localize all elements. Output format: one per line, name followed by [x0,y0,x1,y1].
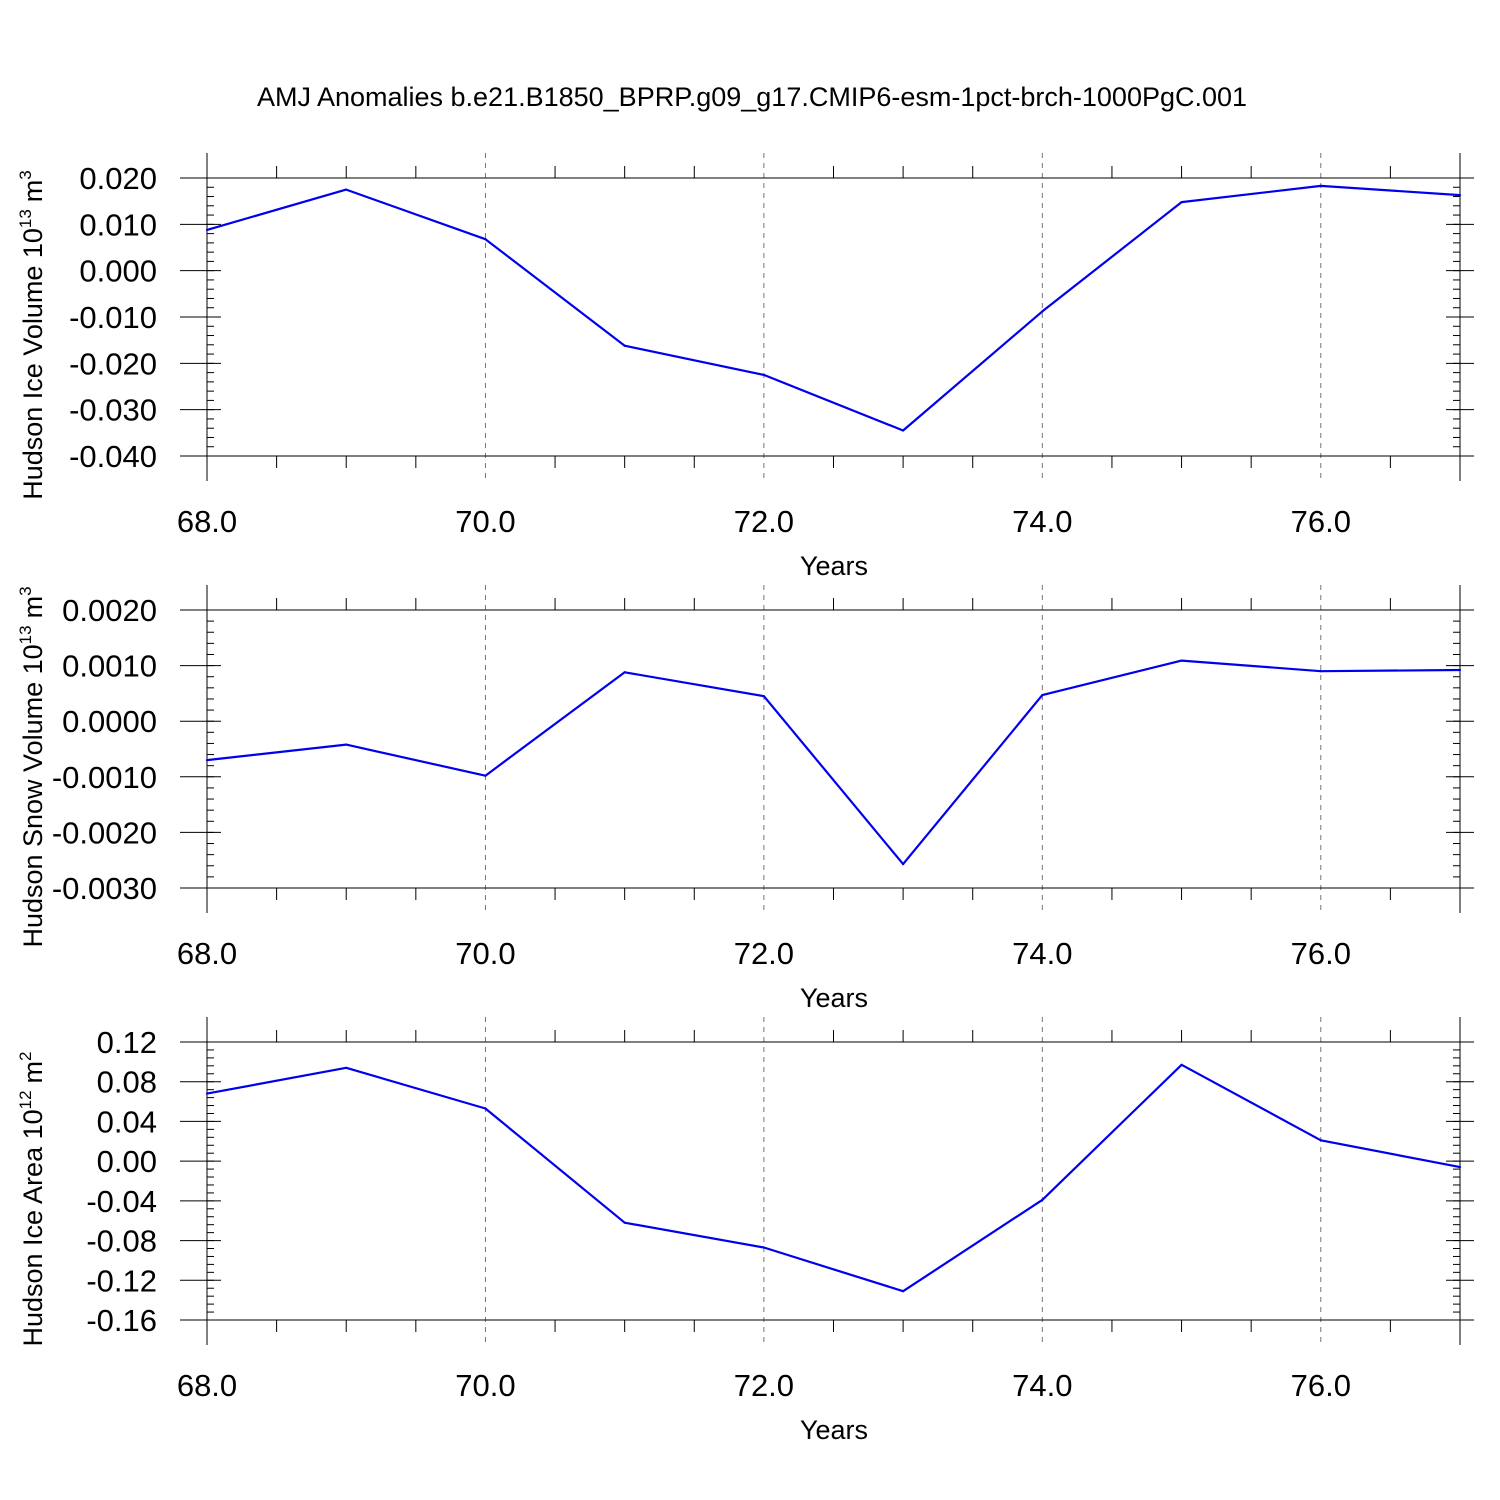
y-tick-label: -0.010 [69,300,157,335]
y-axis-label-unit: m [18,180,48,203]
y-tick-label: -0.0020 [52,815,157,850]
x-tick-label: 74.0 [1012,504,1072,539]
y-axis-label: Hudson Ice Volume 1013 m3 [16,170,48,500]
figure-title: AMJ Anomalies b.e21.B1850_BPRP.g09_g17.C… [257,82,1247,112]
y-axis-label: Hudson Snow Volume 1013 m3 [16,586,48,947]
data-point [1041,310,1044,313]
x-tick-label: 76.0 [1291,936,1351,971]
data-point [623,344,626,347]
chart-panel-2: 0.0020 0.0010 0.0000 -0.0010 -0.0020 -0.0030 6… [16,585,1474,1013]
data-point [762,695,765,698]
data-point [623,1221,626,1224]
x-axis-label: Years [800,983,868,1013]
x-tick-label: 76.0 [1291,504,1351,539]
y-tick-label: 0.12 [97,1025,157,1060]
data-point [902,862,905,866]
y-tick-label: 0.020 [79,161,157,196]
data-point [205,1092,209,1095]
y-axis-label-exponent: 12 [16,1090,35,1109]
data-point [1041,1198,1044,1201]
x-tick-label: 74.0 [1012,936,1072,971]
y-axis-label: Hudson Ice Area 1012 m2 [16,1051,48,1346]
y-tick-label: 0.0010 [62,649,157,684]
y-axis-label-unit-exponent: 2 [16,1051,35,1060]
x-tick-label: 76.0 [1291,1368,1351,1403]
data-point [1458,1166,1462,1169]
data-point [1319,670,1322,673]
data-point [205,759,209,762]
panels: 0.020 0.010 0.000 -0.010 -0.020 -0.030 -0.040 6… [16,153,1474,1445]
series-line [206,1063,1461,1293]
x-tick-label: 68.0 [177,504,237,539]
x-tick-label: 70.0 [455,1368,515,1403]
y-tick-label: 0.010 [79,207,157,242]
data-point [1180,659,1183,662]
data-point [1180,1063,1183,1066]
y-tick-label: 0.0000 [62,704,157,739]
y-tick-label: 0.00 [97,1144,157,1179]
data-point [345,188,348,191]
x-tick-label: 72.0 [734,936,794,971]
y-tick-label: -0.040 [69,439,157,474]
data-point [1180,200,1183,204]
data-point [902,429,905,432]
y-axis-label-unit: m [18,596,48,619]
y-tick-label: 0.0020 [62,593,157,628]
y-axis-label-main: Hudson Snow Volume 10 [18,644,48,947]
series-line [206,659,1461,866]
y-tick-label: -0.12 [86,1263,157,1298]
y-axis-label-unit-exponent: 3 [16,586,35,595]
chart-panel-3: 0.12 0.08 0.04 0.00 -0.04 -0.08 -0.12 -0.16 68.0… [16,1017,1474,1445]
data-point [484,1107,487,1110]
y-axis-label-main: Hudson Ice Area 10 [18,1109,48,1346]
x-tick-label: 72.0 [734,1368,794,1403]
data-point [345,743,348,746]
y-tick-label: -0.04 [86,1184,157,1219]
y-tick-label: -0.08 [86,1224,157,1259]
x-axis-label: Years [800,551,868,581]
y-tick-label: 0.04 [97,1104,157,1139]
y-tick-label: -0.020 [69,346,157,381]
data-point [1041,693,1044,697]
y-axis-label-exponent: 13 [16,625,35,644]
y-axis-label-main: Hudson Ice Volume 10 [18,228,48,500]
data-point [1458,668,1462,672]
data-point [205,228,209,231]
series-line [206,184,1461,432]
data-point [484,774,487,777]
x-axis-label: Years [800,1415,868,1445]
x-tick-label: 72.0 [734,504,794,539]
data-point [762,373,765,377]
y-tick-label: -0.0010 [52,760,157,795]
data-point [1319,184,1322,187]
data-point [902,1290,905,1293]
data-point [345,1066,348,1069]
data-point [484,238,487,241]
x-tick-label: 70.0 [455,936,515,971]
data-point [762,1246,765,1249]
data-point [1319,1139,1322,1142]
x-tick-label: 70.0 [455,504,515,539]
x-tick-label: 74.0 [1012,1368,1072,1403]
chart-panel-1: 0.020 0.010 0.000 -0.010 -0.020 -0.030 -0.040 6… [16,153,1474,581]
y-axis-label-unit: m [18,1061,48,1084]
y-tick-label: 0.08 [97,1065,157,1100]
y-tick-label: -0.0030 [52,871,157,906]
data-point [623,671,626,674]
y-tick-label: -0.030 [69,393,157,428]
y-tick-label: 0.000 [79,254,157,289]
y-axis-label-unit-exponent: 3 [16,170,35,179]
data-point [1458,194,1462,197]
y-tick-label: -0.16 [86,1303,157,1338]
x-tick-label: 68.0 [177,936,237,971]
x-tick-label: 68.0 [177,1368,237,1403]
y-axis-label-exponent: 13 [16,209,35,228]
